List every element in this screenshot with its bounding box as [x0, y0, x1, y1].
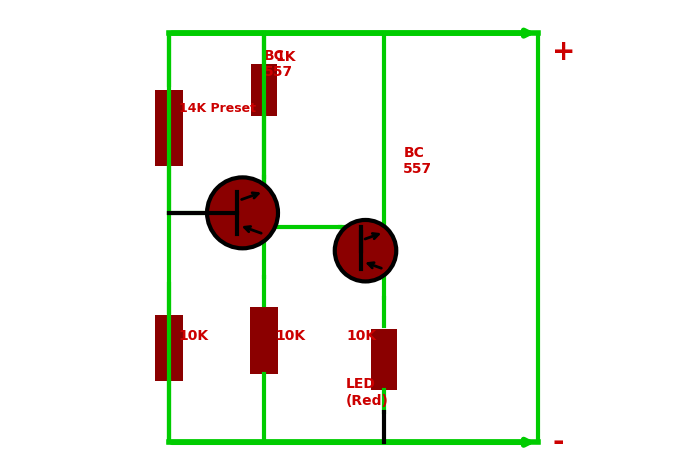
Text: 10K: 10K [179, 329, 209, 343]
FancyBboxPatch shape [371, 329, 397, 390]
FancyBboxPatch shape [251, 64, 277, 116]
FancyBboxPatch shape [155, 315, 183, 381]
Text: 10K: 10K [276, 329, 306, 343]
Text: +: + [552, 38, 576, 66]
FancyBboxPatch shape [155, 90, 183, 166]
Text: BC
557: BC 557 [403, 146, 433, 176]
Text: LED
(Red): LED (Red) [346, 377, 389, 408]
FancyBboxPatch shape [250, 307, 278, 374]
Text: -: - [552, 428, 564, 456]
Text: 10K: 10K [346, 329, 376, 343]
Text: 1K: 1K [276, 50, 296, 64]
Circle shape [207, 177, 278, 248]
Circle shape [335, 220, 397, 281]
Text: 14K Preset: 14K Preset [179, 102, 256, 115]
Text: BC
557: BC 557 [264, 49, 293, 79]
